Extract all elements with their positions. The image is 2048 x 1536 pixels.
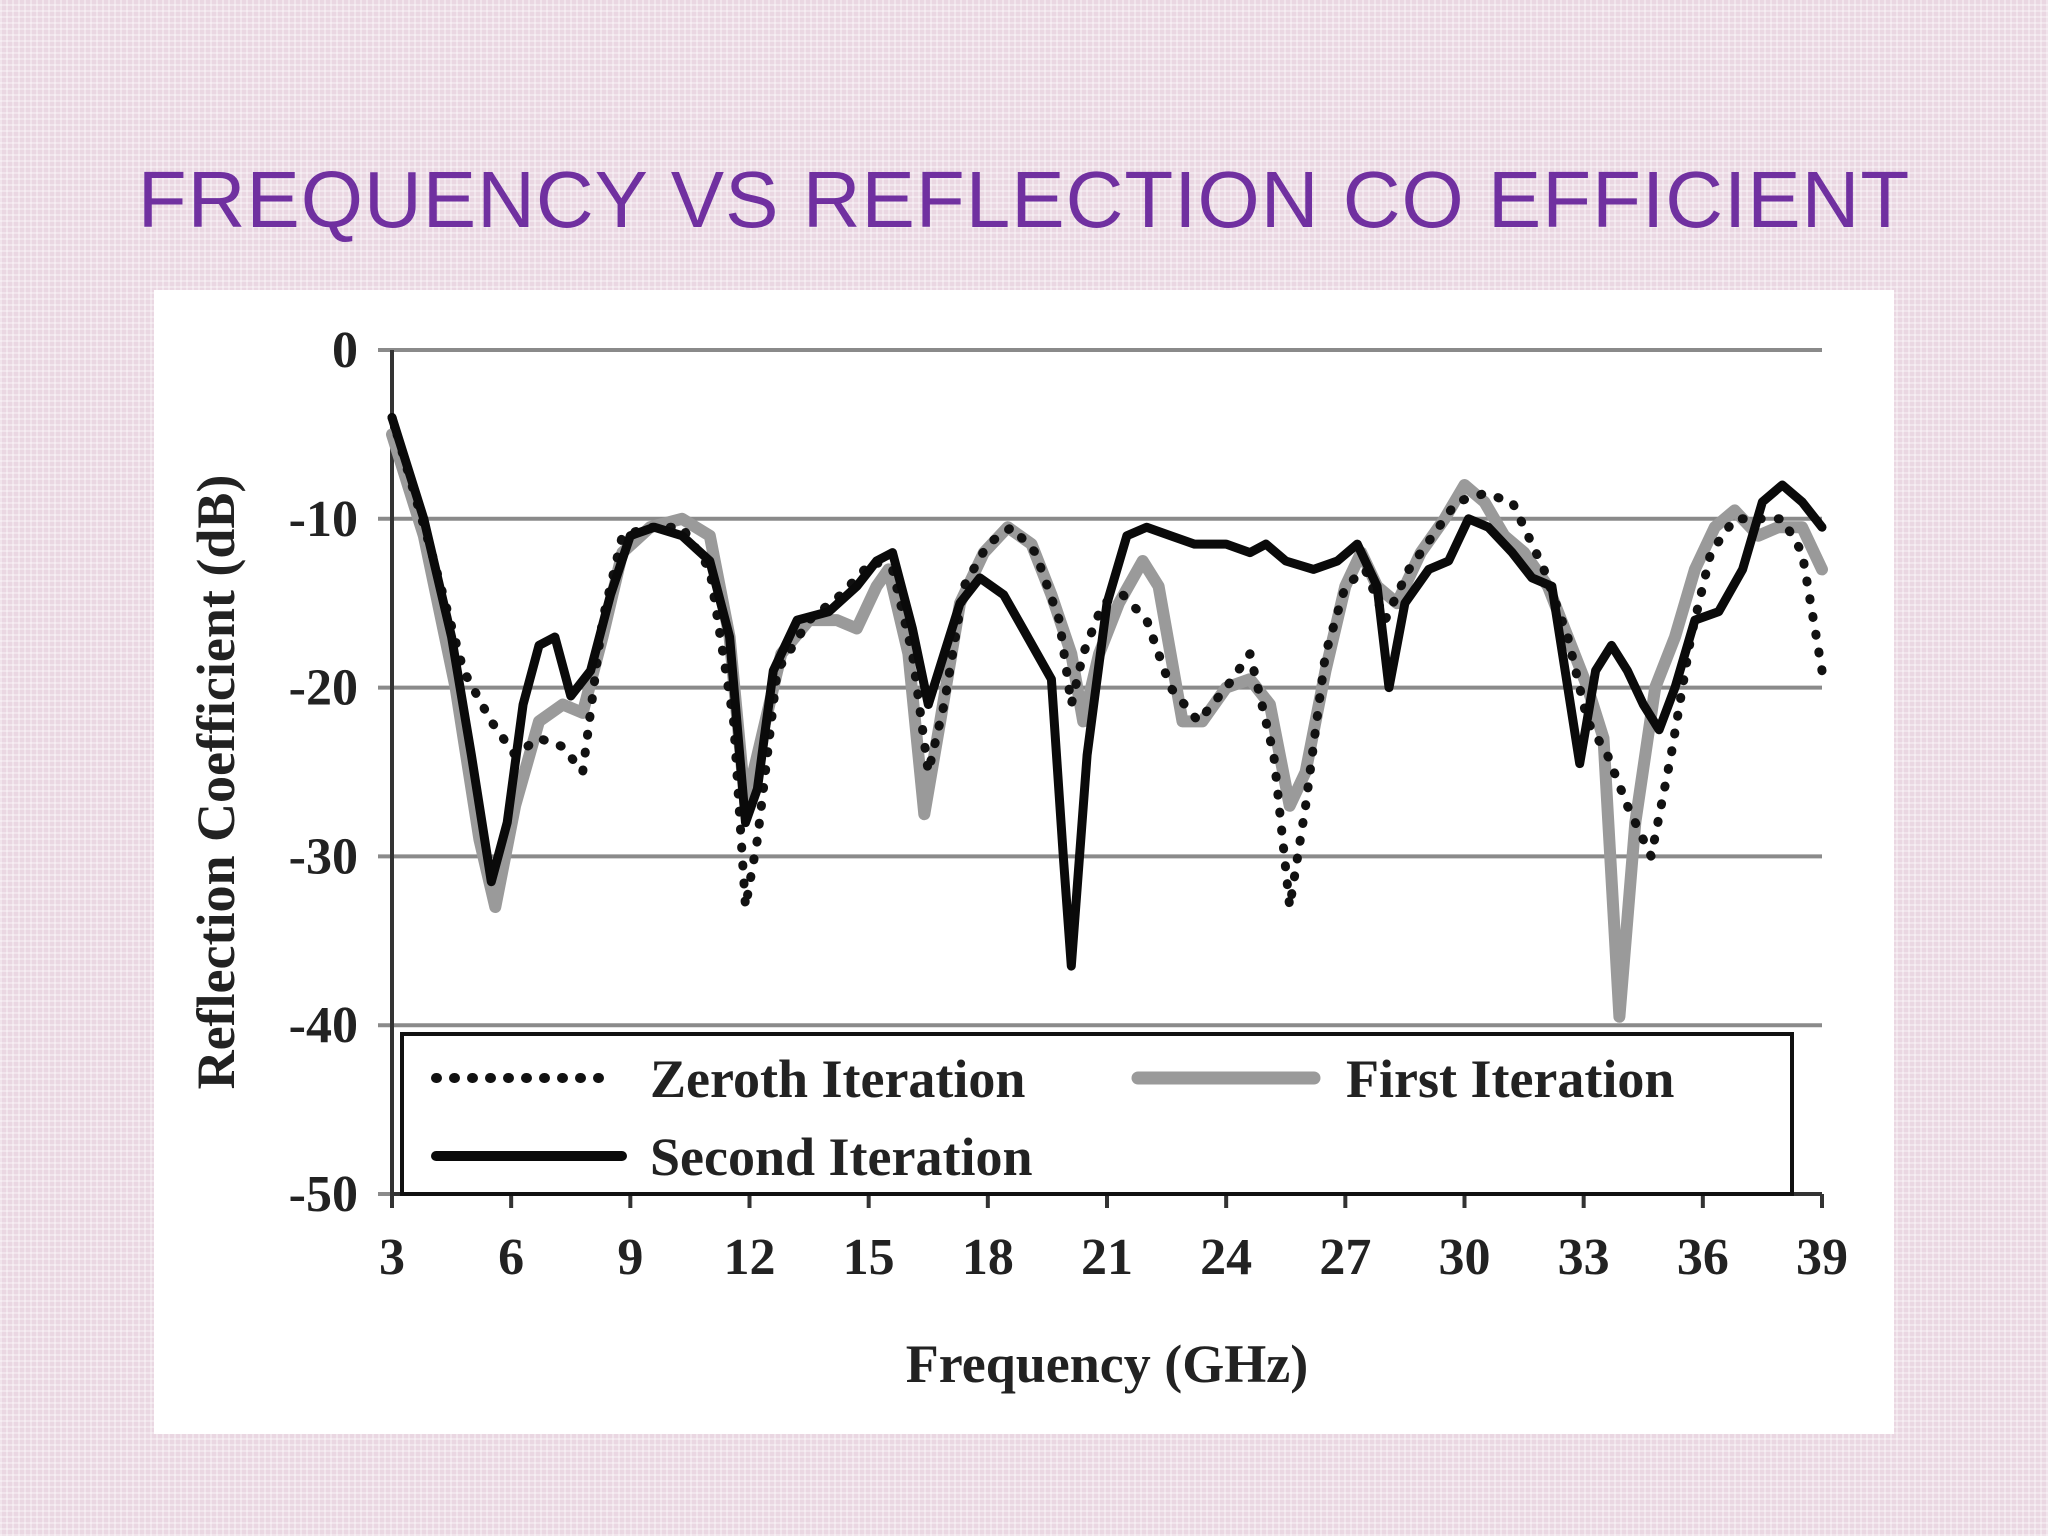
x-tick-label: 36 [1677,1229,1729,1286]
x-tick-label: 30 [1439,1229,1491,1286]
y-tick-label: -20 [289,660,358,717]
tick-labels: 0-10-20-30-40-503 6 9 12 15 18 21 24 27 30 33 36 39 [289,322,1848,1286]
x-tick-label: 27 [1319,1229,1371,1286]
x-tick-label: 9 [617,1229,643,1286]
x-tick-label: 33 [1558,1229,1610,1286]
y-tick-label: -40 [289,997,358,1054]
y-tick-label: 0 [332,322,358,379]
legend-label-zeroth: Zeroth Iteration [650,1049,1025,1109]
y-tick-label: -10 [289,491,358,548]
slide-title: FREQUENCY VS REFLECTION CO EFFICIENT [137,155,1911,244]
legend: Zeroth Iteration First Iteration Second … [400,1032,1794,1196]
y-axis-label: Reflection Coefficient (dB) [186,475,246,1090]
legend-box [400,1032,1794,1196]
x-axis-label: Frequency (GHz) [906,1334,1308,1394]
y-tick-label: -50 [289,1166,358,1223]
x-tick-label: 24 [1200,1229,1252,1286]
legend-label-second: Second Iteration [650,1127,1032,1187]
x-tick-label: 15 [843,1229,895,1286]
x-tick-label: 6 [498,1229,524,1286]
y-tick-label: -30 [289,828,358,885]
x-tick-label: 21 [1081,1229,1133,1286]
series-line-2 [387,413,1827,971]
x-tick-label: 12 [724,1229,776,1286]
x-tick-label: 18 [962,1229,1014,1286]
chart-svg: 0-10-20-30-40-503 6 9 12 15 18 21 24 27 30 33 36 39 … [186,322,1848,1394]
series-lines [386,413,1828,1023]
x-tick-label: 3 [379,1229,405,1286]
legend-label-first: First Iteration [1346,1049,1674,1109]
series-line-1 [386,428,1828,1023]
x-tick-label: 39 [1796,1229,1848,1286]
chart-panel: 0 -10 -20 -30 -40 -50 3 6 9 12 15 18 21 24 27 30 33 36 39 … [154,290,1894,1434]
